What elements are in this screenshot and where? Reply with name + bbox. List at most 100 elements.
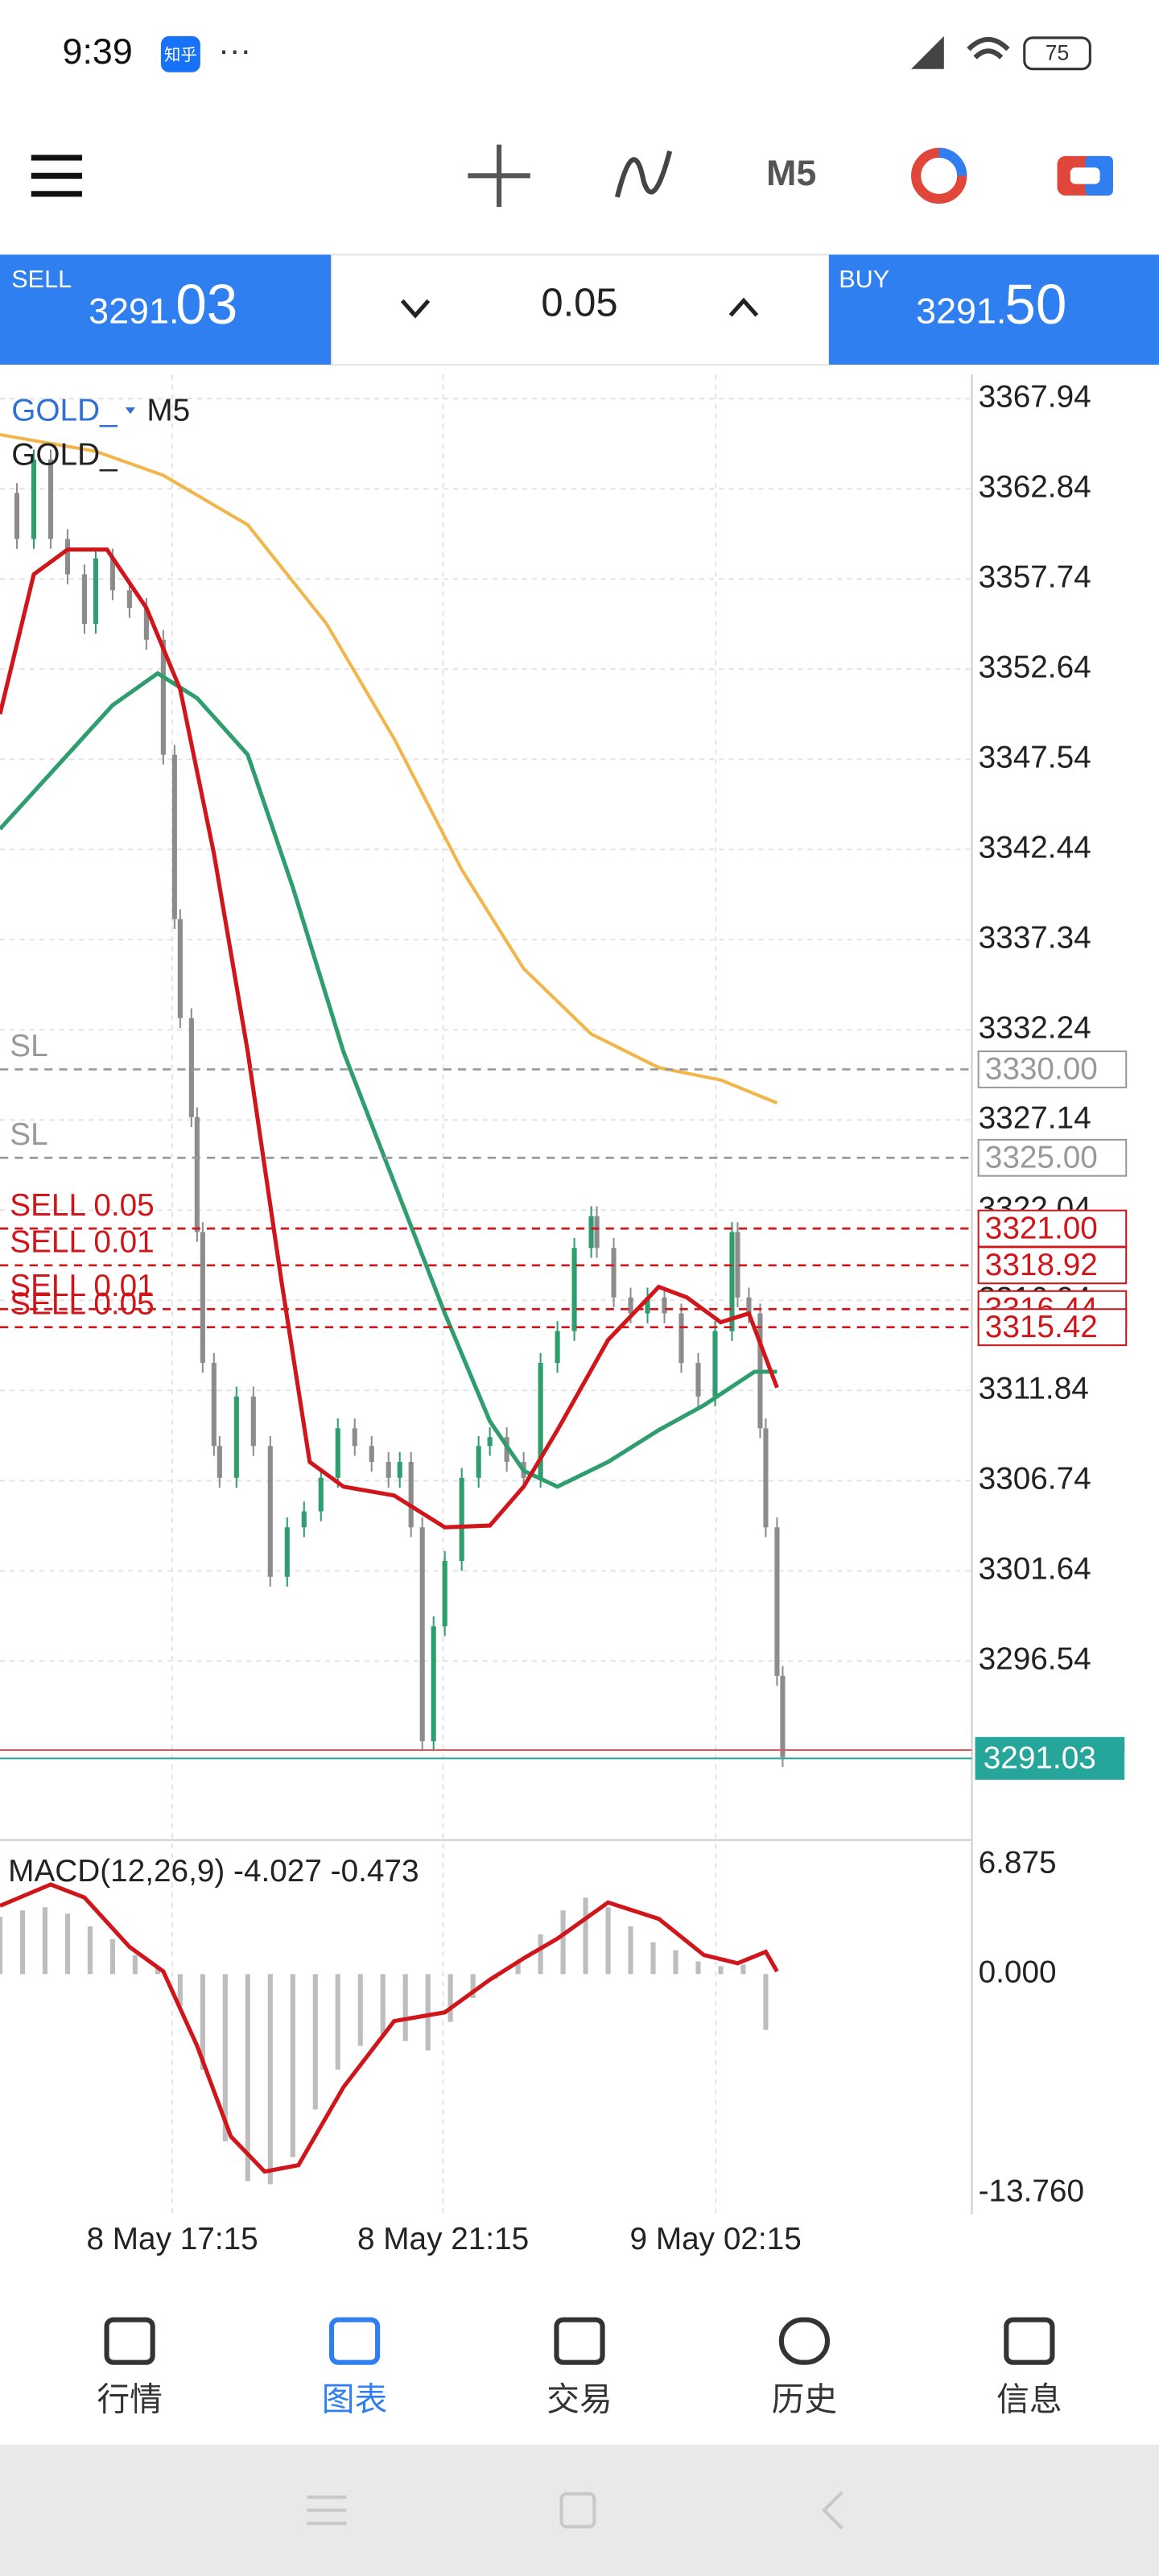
level-label: SL — [10, 1117, 47, 1152]
candle-body — [774, 1527, 780, 1676]
level-label: SELL 0.01 — [10, 1269, 154, 1303]
nav-background — [0, 2267, 1159, 2445]
bid-box — [975, 1736, 1125, 1780]
y-tick-label: 3301.64 — [979, 1552, 1091, 1587]
app-badge-text: 知乎 — [164, 46, 197, 64]
nav-label: 信息 — [996, 2380, 1062, 2417]
macd-histogram-bar — [763, 1974, 769, 2030]
macd-histogram-bar — [177, 1974, 183, 2006]
macd-histogram-bar — [402, 1974, 408, 2041]
system-home[interactable] — [559, 2491, 596, 2529]
macd-histogram-bar — [87, 1926, 93, 1975]
macd-histogram-bar — [695, 1961, 701, 1975]
candle-body — [126, 590, 132, 609]
candle-body — [47, 459, 54, 539]
nav-icon — [778, 2317, 831, 2365]
volume-down[interactable] — [400, 299, 431, 319]
candle-body — [476, 1446, 481, 1478]
nav-item[interactable]: 图表 — [322, 2317, 388, 2418]
price-chart: 8 May 17:15 8 May 21:15 9 May 02:15 3367.94… — [0, 374, 1128, 2256]
level-price-box — [977, 1138, 1128, 1177]
candle-body — [695, 1363, 701, 1397]
candle-body — [538, 1363, 543, 1478]
system-back[interactable] — [822, 2491, 843, 2530]
sell-price-dec: 03 — [175, 273, 237, 336]
timeframe-button[interactable]: M5 — [766, 152, 816, 193]
macd-histogram-bar — [718, 1966, 724, 1975]
candle-body — [177, 919, 183, 1018]
candle-body — [611, 1248, 617, 1298]
battery-level: 75 — [1046, 40, 1069, 64]
candle-body — [729, 1232, 735, 1331]
candle-body — [735, 1232, 740, 1298]
level-label: SELL 0.05 — [10, 1286, 154, 1321]
nav-item[interactable]: 交易 — [547, 2317, 612, 2418]
y-tick-label: 3342.44 — [979, 830, 1091, 865]
macd-histogram-bar — [290, 1974, 295, 2157]
candle-body — [109, 558, 115, 591]
macd-chart: 6.875 0.000 -13.760 MACD(12,26,9) -4.027 -0… — [0, 1846, 1084, 2209]
candle-body — [31, 459, 37, 539]
nav-label: 历史 — [772, 2380, 838, 2417]
candle-body — [594, 1216, 600, 1249]
candle-body — [419, 1527, 425, 1742]
level-price-box — [977, 1050, 1128, 1088]
menu-button[interactable] — [31, 155, 82, 197]
y-tick-label: -13.760 — [979, 2174, 1084, 2209]
level-label: SL — [10, 1029, 47, 1063]
candle-body — [386, 1462, 391, 1478]
sell-label: SELL — [11, 266, 72, 293]
macd-histogram-bar — [132, 1955, 138, 1975]
nav-item[interactable]: 行情 — [97, 2317, 163, 2418]
sell-button[interactable] — [0, 254, 332, 365]
candle-body — [250, 1396, 256, 1447]
bottom-nav: 行情 图表 交易 历史 信息 — [0, 2267, 1159, 2576]
system-menu[interactable] — [307, 2496, 347, 2525]
macd-histogram-bar — [109, 1938, 115, 1975]
candle-body — [645, 1297, 650, 1314]
level-price-label: 3325.00 — [985, 1141, 1098, 1175]
app-badge — [160, 35, 200, 72]
wifi-icon — [967, 36, 1010, 60]
nav-item[interactable]: 历史 — [772, 2317, 838, 2418]
system-nav — [0, 2444, 1159, 2576]
volume-box — [330, 254, 831, 366]
candle-body — [442, 1561, 448, 1627]
candle-body — [171, 754, 177, 919]
buy-button[interactable] — [829, 254, 1159, 365]
indicators-button[interactable] — [614, 150, 673, 198]
candle-body — [160, 639, 166, 755]
candle-body — [662, 1297, 667, 1314]
macd-histogram-bar — [380, 1974, 386, 2035]
macd-histogram-bar — [222, 1974, 228, 2142]
volume[interactable]: 0.05 — [541, 282, 617, 325]
nav-icon — [104, 2317, 155, 2365]
buy-price-int: 3291. — [916, 291, 1006, 332]
y-tick-label: 3352.64 — [979, 650, 1091, 684]
candle-body — [93, 558, 98, 624]
macd-histogram-bar — [64, 1913, 71, 1975]
candle-body — [81, 574, 87, 624]
moving-average — [0, 547, 779, 1530]
y-tick-label: 3327.14 — [979, 1100, 1091, 1135]
level-price-box — [977, 1308, 1128, 1347]
symbol-dropdown[interactable] — [125, 407, 136, 415]
candle-body — [352, 1428, 357, 1447]
crosshair-button[interactable] — [468, 144, 530, 208]
battery — [1023, 36, 1091, 71]
candle-body — [628, 1297, 633, 1314]
macd-histogram-bar — [42, 1907, 48, 1975]
symbol-title[interactable]: GOLD_ — [11, 393, 118, 427]
macd-histogram-bar — [448, 1974, 453, 2022]
candle-body — [487, 1437, 493, 1447]
candle-body — [188, 1018, 194, 1117]
macd-signal-line — [0, 1882, 779, 2174]
candle-body — [301, 1511, 307, 1528]
candle-body — [678, 1313, 684, 1364]
volume-up[interactable] — [728, 297, 759, 317]
macd-histogram-bar — [19, 1910, 26, 1975]
macd-histogram-bar — [425, 1974, 431, 2051]
nav-item[interactable]: 信息 — [996, 2317, 1062, 2418]
